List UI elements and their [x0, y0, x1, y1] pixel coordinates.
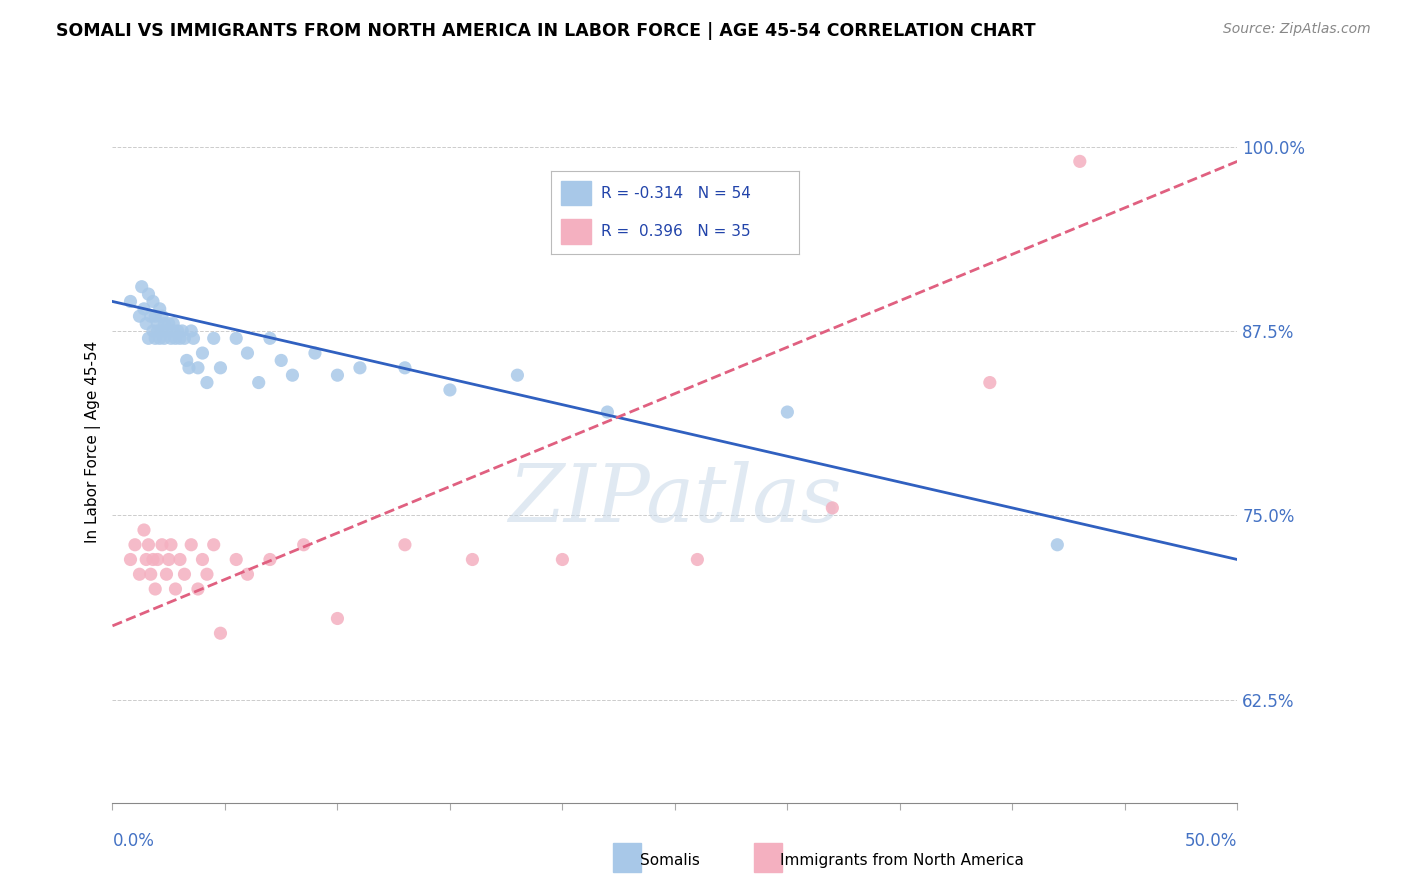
Point — [146, 552, 169, 566]
Point — [150, 324, 173, 338]
Point — [131, 279, 153, 293]
Point — [162, 317, 184, 331]
Point — [173, 567, 195, 582]
Point — [195, 376, 218, 390]
Point — [146, 317, 169, 331]
Point — [142, 294, 165, 309]
Point — [259, 331, 281, 345]
Point — [195, 567, 218, 582]
Point — [202, 331, 225, 345]
Point — [143, 582, 166, 596]
Point — [173, 331, 195, 345]
Point — [979, 376, 1001, 390]
Point — [155, 567, 177, 582]
Point — [187, 582, 209, 596]
Point — [142, 552, 165, 566]
Point — [394, 360, 416, 375]
Point — [149, 331, 172, 345]
Point — [191, 346, 214, 360]
Point — [686, 552, 709, 566]
Point — [349, 360, 371, 375]
Point — [304, 346, 326, 360]
Point — [165, 331, 187, 345]
Point — [270, 353, 292, 368]
Point — [132, 523, 155, 537]
Point — [135, 552, 157, 566]
Point — [160, 538, 183, 552]
Point — [236, 346, 259, 360]
Point — [209, 626, 232, 640]
Point — [551, 552, 574, 566]
Point — [326, 368, 349, 383]
Point — [139, 309, 162, 323]
Point — [177, 360, 200, 375]
Text: ZIPatlas: ZIPatlas — [508, 460, 842, 538]
Point — [153, 331, 176, 345]
Point — [138, 287, 160, 301]
Point — [191, 552, 214, 566]
Point — [166, 324, 188, 338]
Point — [292, 538, 315, 552]
Point — [394, 538, 416, 552]
Point — [169, 331, 191, 345]
Point — [169, 552, 191, 566]
Point — [138, 331, 160, 345]
Point — [1069, 154, 1091, 169]
Point — [124, 538, 146, 552]
Point — [596, 405, 619, 419]
Point — [461, 552, 484, 566]
Point — [247, 376, 270, 390]
Point — [149, 301, 172, 316]
Text: Somalis: Somalis — [640, 854, 700, 868]
Point — [162, 324, 184, 338]
Point — [150, 309, 173, 323]
Point — [157, 552, 180, 566]
Point — [1046, 538, 1069, 552]
Point — [180, 538, 202, 552]
Point — [187, 360, 209, 375]
Point — [146, 324, 169, 338]
Point — [202, 538, 225, 552]
Point — [236, 567, 259, 582]
Point — [180, 324, 202, 338]
Point — [225, 331, 247, 345]
Point — [120, 294, 142, 309]
Point — [776, 405, 799, 419]
Point — [259, 552, 281, 566]
Point — [153, 317, 176, 331]
Point — [120, 552, 142, 566]
Point — [172, 324, 194, 338]
Point — [155, 324, 177, 338]
Point — [326, 611, 349, 625]
Text: Immigrants from North America: Immigrants from North America — [780, 854, 1024, 868]
Point — [160, 331, 183, 345]
Point — [142, 324, 165, 338]
Point — [138, 538, 160, 552]
Point — [281, 368, 304, 383]
Point — [506, 368, 529, 383]
Point — [132, 301, 155, 316]
Point — [439, 383, 461, 397]
Point — [176, 353, 198, 368]
Point — [128, 309, 150, 323]
Point — [225, 552, 247, 566]
Point — [821, 500, 844, 515]
Text: SOMALI VS IMMIGRANTS FROM NORTH AMERICA IN LABOR FORCE | AGE 45-54 CORRELATION C: SOMALI VS IMMIGRANTS FROM NORTH AMERICA … — [56, 22, 1036, 40]
Point — [209, 360, 232, 375]
Point — [143, 331, 166, 345]
Text: Source: ZipAtlas.com: Source: ZipAtlas.com — [1223, 22, 1371, 37]
Point — [135, 317, 157, 331]
Text: 50.0%: 50.0% — [1185, 832, 1237, 850]
Point — [157, 317, 180, 331]
Y-axis label: In Labor Force | Age 45-54: In Labor Force | Age 45-54 — [86, 341, 101, 542]
Point — [165, 582, 187, 596]
Point — [128, 567, 150, 582]
Point — [150, 538, 173, 552]
Point — [183, 331, 205, 345]
Point — [139, 567, 162, 582]
Text: 0.0%: 0.0% — [112, 832, 155, 850]
Point — [143, 309, 166, 323]
